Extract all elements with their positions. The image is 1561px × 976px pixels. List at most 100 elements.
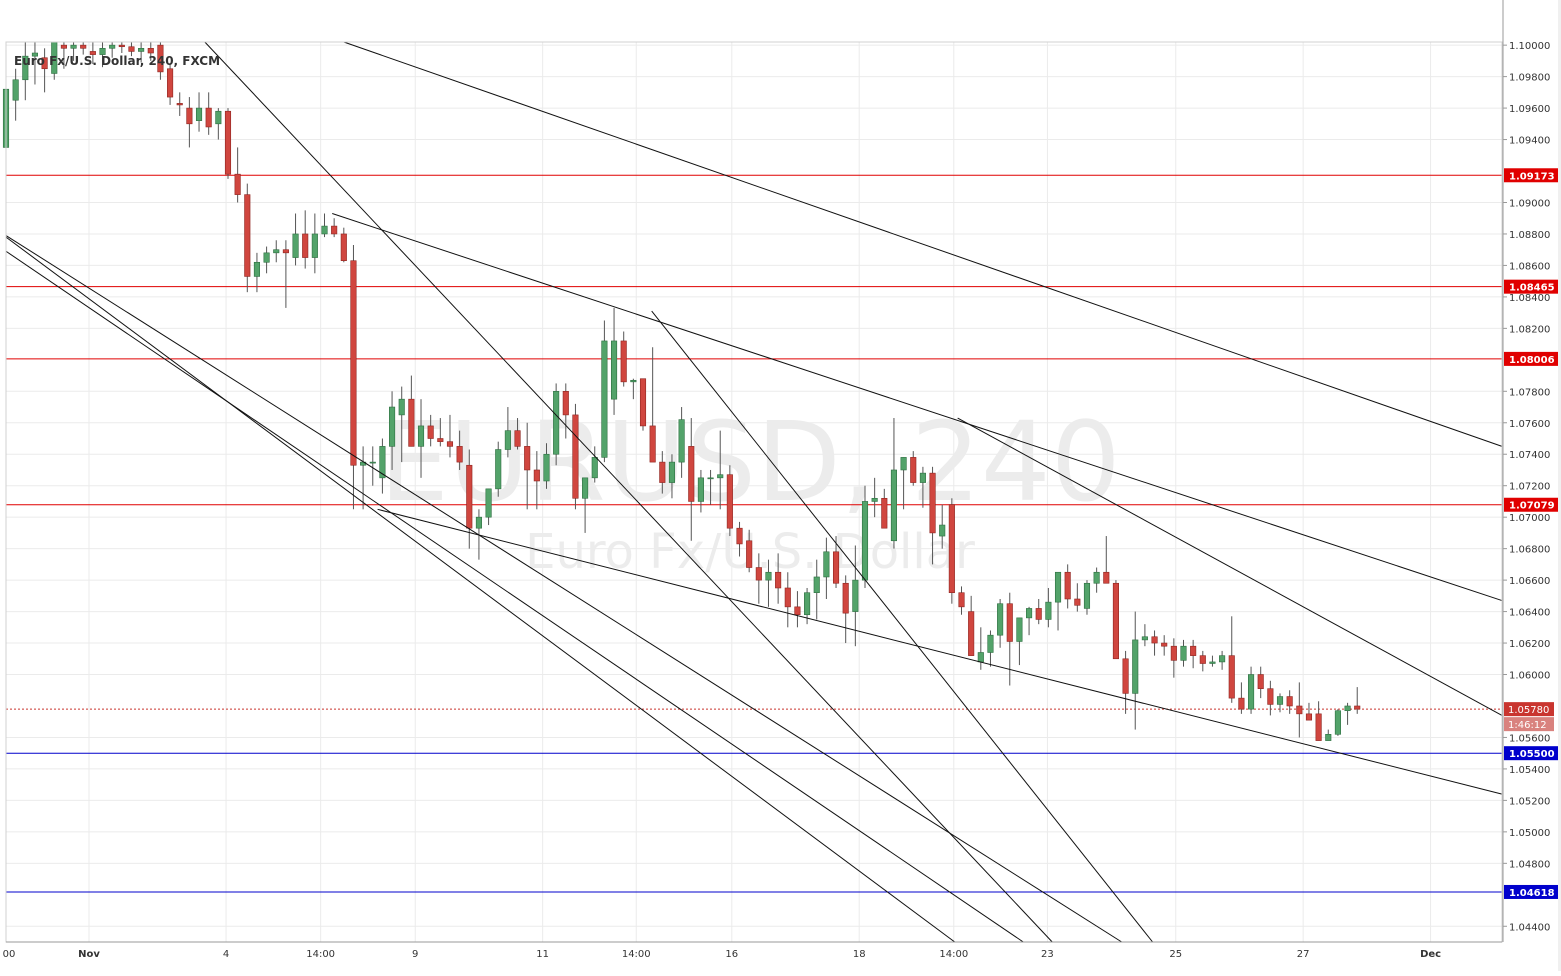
y-tick-label: 1.06400 xyxy=(1509,608,1550,619)
level-tag-label: 1.04618 xyxy=(1509,888,1555,899)
countdown-tag xyxy=(1504,717,1554,732)
candle-body xyxy=(495,449,502,490)
trendline xyxy=(5,236,956,943)
y-tick-label: 1.07400 xyxy=(1509,450,1550,461)
candle-body xyxy=(842,582,849,614)
candle-body xyxy=(157,44,164,73)
candle-body xyxy=(1132,639,1139,694)
candle-body xyxy=(109,44,116,49)
price-axis[interactable]: 1.10000 1.09800 1.09600 1.09400 1.09000 1.088… xyxy=(1502,0,1561,971)
candle-body xyxy=(890,469,897,542)
candle-body xyxy=(929,472,936,534)
y-tick-label: 1.07000 xyxy=(1509,513,1550,524)
x-tick-label: 00 xyxy=(3,949,16,960)
y-tick-label: 1.10000 xyxy=(1509,41,1550,52)
candle-body xyxy=(1296,705,1303,715)
y-tick-label: 1.06800 xyxy=(1509,545,1550,556)
candle-body xyxy=(881,497,888,529)
y-tick-label: 1.05000 xyxy=(1509,828,1550,839)
level-tag xyxy=(1504,497,1558,512)
candle-body xyxy=(167,68,174,98)
candle-body xyxy=(524,446,531,471)
trendlines xyxy=(5,41,1503,943)
candle-body xyxy=(1219,655,1226,663)
trendline xyxy=(5,235,1122,943)
candle-body xyxy=(389,406,396,447)
level-tag xyxy=(1504,351,1558,366)
y-tick-label: 1.09000 xyxy=(1509,198,1550,209)
candle-body xyxy=(533,469,540,482)
candle-body xyxy=(668,461,676,483)
candle-body xyxy=(1141,636,1148,641)
candle-body xyxy=(861,501,869,581)
candle-body xyxy=(1180,645,1187,661)
candle-body xyxy=(302,233,309,258)
y-tick-label: 1.06200 xyxy=(1509,639,1550,650)
y-tick-label: 1.07200 xyxy=(1509,482,1550,493)
candle-body xyxy=(1190,645,1197,656)
candle-body xyxy=(1344,705,1351,712)
grid-lines xyxy=(6,42,1502,942)
candle-body xyxy=(1112,582,1119,660)
time-axis[interactable]: 00 Nov 4 14:00 9 11 14:00 16 18 14:00 23 25 27 Dec xyxy=(3,941,1502,960)
candle-body xyxy=(1006,603,1013,642)
candle-body xyxy=(871,497,878,502)
candle-body xyxy=(765,571,772,581)
candle-body xyxy=(611,340,618,400)
candle-body xyxy=(987,634,994,653)
candle-body xyxy=(263,252,270,263)
x-tick-label: 9 xyxy=(412,949,418,960)
candle-body xyxy=(775,571,782,589)
x-tick-label: 4 xyxy=(223,949,229,960)
candle-body xyxy=(99,47,106,55)
candle-body xyxy=(186,107,193,125)
candle-body xyxy=(273,249,280,254)
level-tag xyxy=(1504,746,1558,761)
candle-body xyxy=(253,261,260,277)
y-tick-label: 1.04800 xyxy=(1509,859,1550,870)
trendline xyxy=(204,41,1053,943)
candle-body xyxy=(427,425,434,439)
price-tags: 1.09173 1.08465 1.08006 1.07079 1.05500 1.046… xyxy=(1504,168,1558,899)
candle-body xyxy=(215,110,222,125)
current-price-label: 1.05780 xyxy=(1508,705,1549,716)
x-tick-label: 14:00 xyxy=(939,949,968,960)
level-tag-label: 1.08465 xyxy=(1509,283,1555,294)
trendline xyxy=(343,41,1503,447)
candle-body xyxy=(331,225,338,235)
candle-body xyxy=(466,464,473,529)
candle-body xyxy=(369,461,376,464)
trendline xyxy=(651,310,1154,943)
candle-body xyxy=(60,44,67,49)
trendline xyxy=(377,508,1503,795)
candle-body xyxy=(639,378,647,427)
candle-body xyxy=(1267,688,1274,705)
candle-body xyxy=(1334,710,1341,735)
candle-body xyxy=(1093,571,1100,584)
candle-body xyxy=(128,46,135,52)
candle-body xyxy=(485,488,492,518)
candle-body xyxy=(41,57,48,70)
candle-body xyxy=(350,260,357,466)
x-tick-label: 25 xyxy=(1169,949,1182,960)
candle-body xyxy=(379,446,386,479)
candle-body xyxy=(504,430,511,450)
candle-body xyxy=(948,504,955,593)
candle-body xyxy=(224,110,232,175)
candle-body xyxy=(311,233,318,258)
candle-body xyxy=(1122,658,1129,694)
y-tick-label: 1.07800 xyxy=(1509,387,1550,398)
candle-body xyxy=(707,477,714,480)
candle-body xyxy=(1199,655,1206,664)
trendline xyxy=(957,417,1503,716)
candle-body xyxy=(205,107,212,128)
candle-body xyxy=(726,474,733,529)
candle-body xyxy=(659,461,666,483)
candle-body xyxy=(562,391,569,416)
candle-body xyxy=(147,47,154,54)
candle-body xyxy=(939,524,946,537)
scroll-edge xyxy=(1558,0,1561,971)
candle-body xyxy=(968,611,975,656)
candle-body xyxy=(89,51,96,55)
